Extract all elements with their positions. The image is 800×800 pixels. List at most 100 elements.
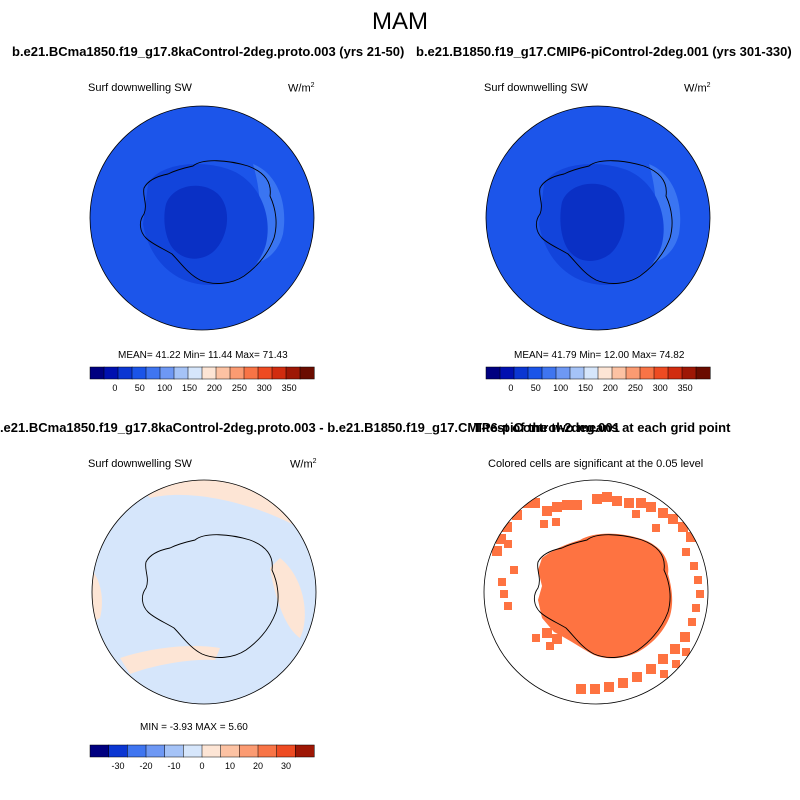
panel4-significant-cells	[492, 492, 704, 694]
panel1-map	[89, 105, 315, 331]
significant-cell	[632, 510, 640, 518]
panel4-coastline	[533, 534, 671, 658]
panel1-colorbar-tick-label: 0	[112, 383, 117, 393]
significant-cell	[504, 602, 512, 610]
significant-cell	[652, 524, 660, 532]
panel1-colorbar-swatch	[299, 366, 315, 380]
panel1-title: b.e21.BCma1850.f19_g17.8kaControl-2deg.p…	[12, 44, 405, 59]
panel1-colorbar-tick-label: 200	[207, 383, 222, 393]
panel3-colorbar-tick-label: 20	[253, 761, 263, 771]
panel3-colorbar-swatch	[201, 744, 222, 758]
significant-cell	[604, 682, 614, 692]
significant-cell	[500, 590, 508, 598]
panel3-colorbar-swatch	[145, 744, 166, 758]
panel2-colorbar-swatch	[583, 366, 599, 380]
panel2-colorbar-tick-label: 250	[628, 383, 643, 393]
significant-cell	[696, 590, 704, 598]
panel1-colorbar-swatch	[257, 366, 273, 380]
panel3-positive-region-east	[270, 558, 305, 638]
panel2-colorbar-swatch	[499, 366, 515, 380]
panel4-map	[483, 479, 709, 705]
significant-cell	[646, 502, 656, 512]
panel1-colorbar-tick-label: 150	[182, 383, 197, 393]
significant-cell	[552, 634, 562, 644]
panel3-colorbar-swatch	[220, 744, 240, 758]
panel3-colorbar-swatch	[183, 744, 203, 758]
significant-cell	[590, 684, 600, 694]
panel3-map-border	[91, 479, 317, 705]
significant-cell	[562, 500, 572, 510]
significant-cell	[532, 634, 540, 642]
significant-cell	[602, 492, 612, 502]
significant-cell	[492, 546, 502, 556]
panel2-colorbar-swatch	[597, 366, 613, 380]
significant-cell	[646, 664, 656, 674]
panel3-coastline	[141, 534, 279, 658]
significant-cell	[510, 566, 518, 574]
panel1-colorbar-swatch	[145, 366, 161, 380]
significant-cell	[668, 514, 678, 524]
panel3-colorbar-swatch	[127, 744, 147, 758]
panel1-colorbar-swatch	[103, 366, 119, 380]
panel2-colorbar-tick-label: 150	[578, 383, 593, 393]
significant-cell	[694, 576, 702, 584]
panel1-map-border	[89, 105, 315, 331]
significant-cell	[660, 670, 668, 678]
main-title: MAM	[372, 8, 428, 35]
panel2-colorbar-swatch	[681, 366, 697, 380]
panel3-colorbar-swatch	[276, 744, 296, 758]
significant-cell	[592, 494, 602, 504]
panel3-title: b.e21.BCma1850.f19_g17.8kaControl-2deg.p…	[0, 420, 620, 435]
panel1-colorbar-tick-label: 300	[257, 383, 272, 393]
panel3-colorbar-tick-label: 30	[281, 761, 291, 771]
significant-cell	[552, 518, 560, 526]
panel2-colorbar-tick-label: 200	[603, 383, 618, 393]
panel1-colorbar-swatch	[271, 366, 287, 380]
panel2-colorbar-swatch	[611, 366, 627, 380]
significant-cell	[542, 628, 552, 638]
significant-cell	[546, 642, 554, 650]
panel2-colorbar-swatch	[513, 366, 529, 380]
significant-cell	[512, 510, 522, 520]
panel2-colorbar-tick-label: 50	[531, 383, 541, 393]
significant-cell	[686, 532, 696, 542]
significant-cell	[678, 522, 688, 532]
panel1-colorbar-swatch	[215, 366, 231, 380]
panel2-colorbar: 0 50 100 150 200 250 300 350	[485, 366, 711, 393]
significant-cell	[682, 648, 690, 656]
significant-cell	[636, 498, 646, 508]
panel3-colorbar-swatch	[239, 744, 259, 758]
significant-cell	[632, 672, 642, 682]
significant-cell	[542, 506, 552, 516]
significant-cell	[658, 508, 668, 518]
panel3-variable-label: Surf downwelling SW	[88, 458, 192, 470]
significant-cell	[552, 502, 562, 512]
significant-cell	[682, 548, 690, 556]
panel3-colorbar: -30 -20 -10 0 10 20 30	[89, 744, 315, 771]
panel2-colorbar-swatch	[485, 366, 501, 380]
panel1-colorbar-swatch	[229, 366, 245, 380]
panel2-title: b.e21.B1850.f19_g17.CMIP6-piControl-2deg…	[416, 44, 792, 59]
panel3-stats: MIN = -3.93 MAX = 5.60	[140, 722, 248, 733]
panel2-unit-label: W/m2	[684, 82, 711, 95]
significant-cell	[498, 578, 506, 586]
panel3-colorbar-swatch	[257, 744, 278, 758]
panel1-colorbar-tick-label: 350	[282, 383, 297, 393]
panel1-colorbar-tick-label: 250	[232, 383, 247, 393]
significant-cell	[530, 498, 540, 508]
panel4-subtitle: Colored cells are significant at the 0.0…	[488, 458, 704, 470]
panel1-colorbar-swatch	[173, 366, 189, 380]
significant-cell	[540, 520, 548, 528]
panel2-colorbar-swatch	[667, 366, 683, 380]
significant-cell	[670, 644, 680, 654]
panel2-colorbar-tick-label: 300	[653, 383, 668, 393]
panel1-colorbar-swatch	[243, 366, 259, 380]
significant-cell	[502, 522, 512, 532]
panel2-stats: MEAN= 41.79 Min= 12.00 Max= 74.82	[514, 350, 685, 361]
panel3-colorbar-tick-label: -20	[139, 761, 152, 771]
panel2-variable-label: Surf downwelling SW	[484, 82, 588, 94]
significant-cell	[504, 540, 512, 548]
panel3-colorbar-tick-label: 0	[199, 761, 204, 771]
significant-cell	[624, 498, 634, 508]
significant-cell	[496, 534, 506, 544]
